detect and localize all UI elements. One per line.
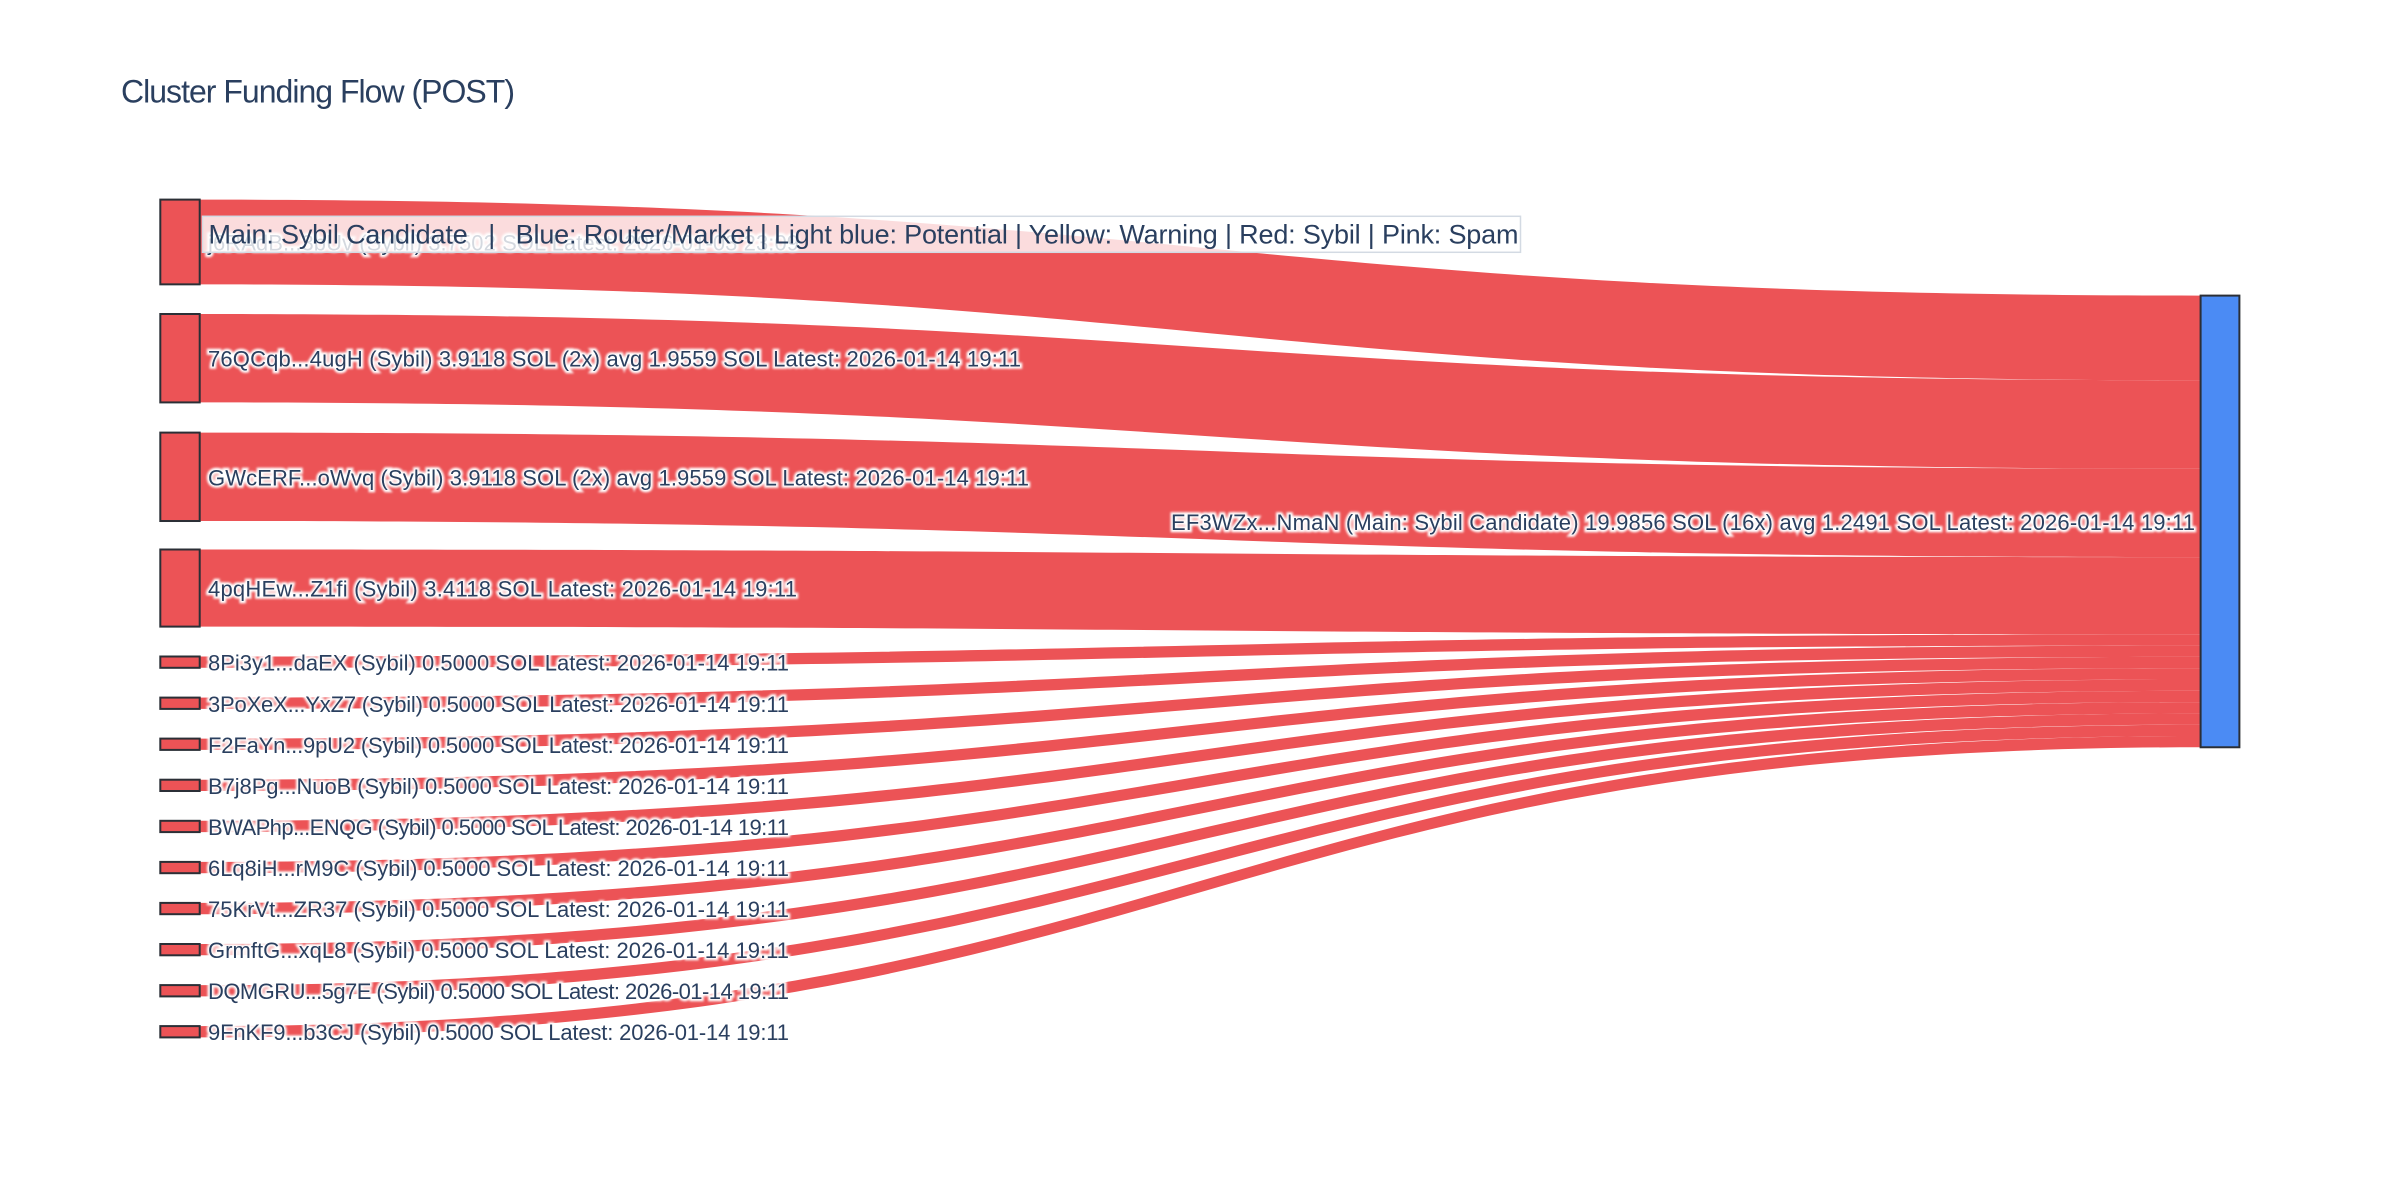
svg-text:76QCqb...4ugH (Sybil) 3.9118 S: 76QCqb...4ugH (Sybil) 3.9118 SOL (2x) av… bbox=[208, 347, 1021, 372]
svg-text:GrmftG...xqL8 (Sybil) 0.5000 S: GrmftG...xqL8 (Sybil) 0.5000 SOL Latest:… bbox=[208, 938, 789, 963]
svg-text:3PoXeX...YxZ7 (Sybil) 0.5000 S: 3PoXeX...YxZ7 (Sybil) 0.5000 SOL Latest:… bbox=[208, 692, 789, 717]
svg-text:BWAPhp...ENQG (Sybil) 0.5000 S: BWAPhp...ENQG (Sybil) 0.5000 SOL Latest:… bbox=[208, 815, 789, 840]
svg-text:4pqHEw...Z1fi (Sybil) 3.4118 S: 4pqHEw...Z1fi (Sybil) 3.4118 SOL Latest:… bbox=[208, 577, 797, 602]
svg-text:GrmftG...xqL8 (Sybil) 0.5000 S: GrmftG...xqL8 (Sybil) 0.5000 SOL Latest:… bbox=[208, 938, 789, 963]
svg-text:6Lq8iH...rM9C (Sybil) 0.5000 S: 6Lq8iH...rM9C (Sybil) 0.5000 SOL Latest:… bbox=[208, 856, 789, 881]
svg-text:75KrVt...ZR37 (Sybil) 0.5000 S: 75KrVt...ZR37 (Sybil) 0.5000 SOL Latest:… bbox=[208, 897, 789, 922]
svg-text:DQMGRU...5g7E (Sybil) 0.5000 S: DQMGRU...5g7E (Sybil) 0.5000 SOL Latest:… bbox=[208, 979, 789, 1004]
svg-text:GWcERF...oWvq (Sybil) 3.9118 S: GWcERF...oWvq (Sybil) 3.9118 SOL (2x) av… bbox=[208, 465, 1029, 490]
svg-text:75KrVt...ZR37 (Sybil) 0.5000 S: 75KrVt...ZR37 (Sybil) 0.5000 SOL Latest:… bbox=[208, 897, 789, 922]
svg-text:9FnKF9...b3CJ (Sybil) 0.5000 S: 9FnKF9...b3CJ (Sybil) 0.5000 SOL Latest:… bbox=[208, 1020, 789, 1045]
svg-text:B7j8Pg...NuoB (Sybil) 0.5000 S: B7j8Pg...NuoB (Sybil) 0.5000 SOL Latest:… bbox=[208, 774, 789, 799]
svg-text:BWAPhp...ENQG (Sybil) 0.5000 S: BWAPhp...ENQG (Sybil) 0.5000 SOL Latest:… bbox=[208, 815, 789, 840]
svg-text:DQMGRU...5g7E (Sybil) 0.5000 S: DQMGRU...5g7E (Sybil) 0.5000 SOL Latest:… bbox=[208, 979, 789, 1004]
svg-text:76QCqb...4ugH (Sybil) 3.9118 S: 76QCqb...4ugH (Sybil) 3.9118 SOL (2x) av… bbox=[208, 347, 1021, 372]
svg-text:6Lq8iH...rM9C (Sybil) 0.5000 S: 6Lq8iH...rM9C (Sybil) 0.5000 SOL Latest:… bbox=[208, 856, 789, 881]
svg-text:4pqHEw...Z1fi (Sybil) 3.4118 S: 4pqHEw...Z1fi (Sybil) 3.4118 SOL Latest:… bbox=[208, 577, 797, 602]
svg-text:8Pi3y1...daEX (Sybil) 0.5000 S: 8Pi3y1...daEX (Sybil) 0.5000 SOL Latest:… bbox=[208, 651, 789, 676]
svg-text:B7j8Pg...NuoB (Sybil) 0.5000 S: B7j8Pg...NuoB (Sybil) 0.5000 SOL Latest:… bbox=[208, 774, 789, 799]
svg-text:9FnKF9...b3CJ (Sybil) 0.5000 S: 9FnKF9...b3CJ (Sybil) 0.5000 SOL Latest:… bbox=[208, 1020, 789, 1045]
svg-text:Cluster Funding Flow (POST): Cluster Funding Flow (POST) bbox=[121, 74, 515, 110]
svg-text:F2FaYn...9pU2 (Sybil) 0.5000 S: F2FaYn...9pU2 (Sybil) 0.5000 SOL Latest:… bbox=[208, 733, 789, 758]
svg-text:Main: Sybil Candidate | Blue: Main: Sybil Candidate | Blue: Router/Mar… bbox=[209, 220, 1519, 250]
svg-text:8Pi3y1...daEX (Sybil) 0.5000 S: 8Pi3y1...daEX (Sybil) 0.5000 SOL Latest:… bbox=[208, 651, 789, 676]
svg-text:GWcERF...oWvq (Sybil) 3.9118 S: GWcERF...oWvq (Sybil) 3.9118 SOL (2x) av… bbox=[208, 465, 1029, 490]
svg-text:3PoXeX...YxZ7 (Sybil) 0.5000 S: 3PoXeX...YxZ7 (Sybil) 0.5000 SOL Latest:… bbox=[208, 692, 789, 717]
svg-text:EF3WZx...NmaN (Main: Sybil Can: EF3WZx...NmaN (Main: Sybil Candidate) 19… bbox=[1171, 510, 2195, 535]
svg-text:EF3WZx...NmaN (Main: Sybil Can: EF3WZx...NmaN (Main: Sybil Candidate) 19… bbox=[1171, 510, 2195, 535]
svg-text:F2FaYn...9pU2 (Sybil) 0.5000 S: F2FaYn...9pU2 (Sybil) 0.5000 SOL Latest:… bbox=[208, 733, 789, 758]
